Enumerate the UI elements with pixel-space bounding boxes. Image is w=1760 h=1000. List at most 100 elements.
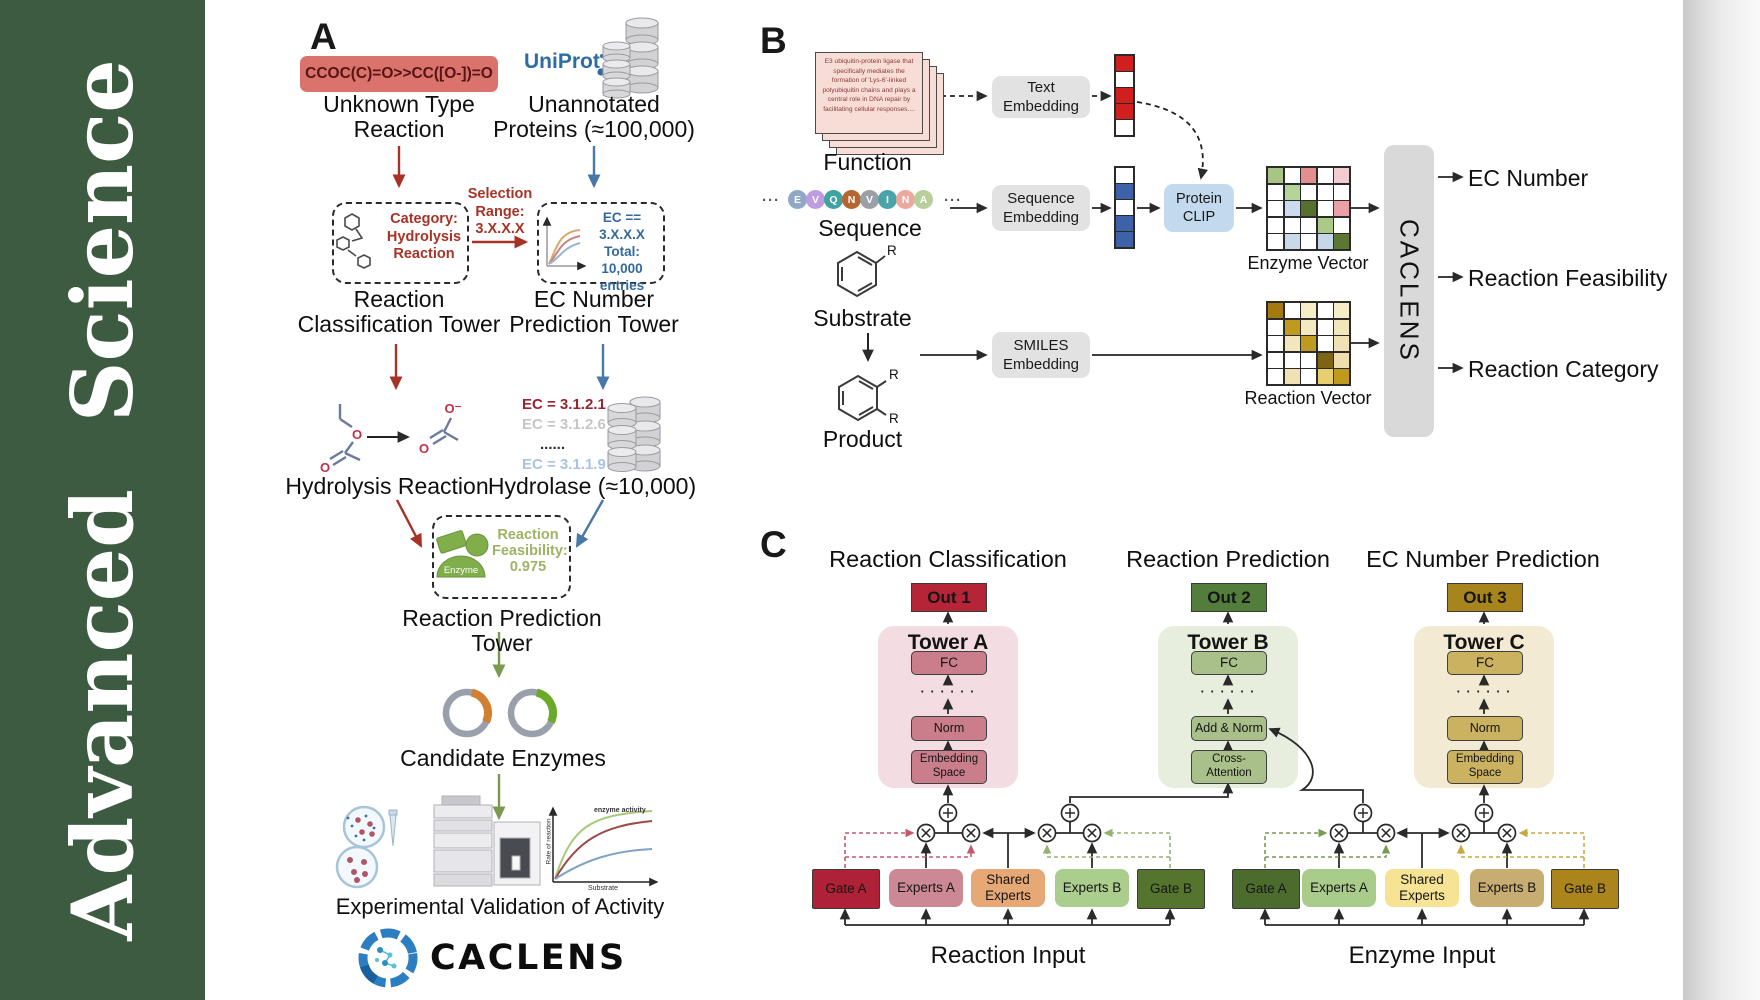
ec-selection-text: EC == 3.X.X.X Total: 10,000 entries	[584, 209, 660, 294]
residue-v-4: V	[860, 190, 879, 209]
caclens-model-label: CACLENS	[1394, 219, 1425, 363]
journal-title: Advanced Science	[53, 59, 152, 941]
journal-sidebar: Advanced Science	[0, 0, 205, 1000]
function-card-text: E3 ubiquitin-protein ligase that specifi…	[822, 58, 916, 113]
selection-line1: Selection	[467, 186, 533, 202]
residue-n-6: N	[896, 190, 915, 209]
tower-b-fc: FC	[1191, 651, 1267, 675]
ec-item-3: EC = 3.1.1.9	[522, 456, 606, 473]
category-line1: Category:	[390, 211, 458, 227]
ec-item-2: EC = 3.1.2.6	[522, 416, 606, 433]
product-r-group-bottom: R	[889, 411, 899, 426]
selection-line3: 3.X.X.X	[475, 221, 525, 237]
category-text: Category: Hydrolysis Reaction	[386, 211, 462, 264]
rc-tower-line2: Classification Tower	[297, 311, 501, 337]
out1-box: Out 1	[911, 583, 987, 612]
oxygen-label: O	[419, 441, 429, 456]
caclens-wordmark: CACLENS	[430, 938, 627, 978]
tower-c-bottom-line1: Embedding	[1455, 753, 1515, 765]
reaction-gate-a: Gate A	[812, 869, 880, 909]
reaction-vector-label: Reaction Vector	[1244, 388, 1372, 408]
smiles-embedding-box: SMILES Embedding	[992, 332, 1090, 378]
panel-b-label: B	[760, 20, 787, 61]
tower-b-bottom-line1: Cross-	[1212, 753, 1246, 765]
protein-clip-line1: Protein	[1176, 191, 1222, 207]
reaction-vector-grid	[1266, 301, 1351, 386]
ec-prediction-tower-label: EC Number Prediction Tower	[484, 287, 704, 337]
text-embedding-box: Text Embedding	[992, 76, 1090, 118]
selection-range-label: Selection Range: 3.X.X.X	[462, 186, 538, 239]
substrate-r-group: R	[887, 243, 897, 258]
enzyme-vector-grid	[1266, 166, 1351, 251]
gate-dashed-links	[844, 828, 1585, 868]
tower-c-title: Tower C	[1443, 631, 1525, 654]
product-r-group-top: R	[889, 367, 899, 382]
tower-c-fc: FC	[1447, 651, 1523, 675]
oxygen-label: O	[352, 427, 362, 442]
header-reaction-prediction: Reaction Prediction	[1126, 546, 1330, 572]
protein-clip-box: Protein CLIP	[1164, 184, 1234, 232]
function-label: Function	[823, 149, 912, 175]
feasibility-line3: 0.975	[509, 559, 547, 575]
sequence-ellipsis-left: ···	[762, 192, 780, 209]
reaction-prediction-tower-label: Reaction Prediction Tower	[402, 605, 602, 656]
output-reaction-category: Reaction Category	[1468, 356, 1659, 382]
tower-a-bottom-line2: Space	[932, 767, 966, 779]
substrate-axis-label: Substrate	[588, 885, 618, 892]
enzyme-experts-a: Experts A	[1302, 869, 1376, 907]
ec-box-line1: EC == 3.X.X.X	[599, 210, 645, 242]
tower-c-norm: Norm	[1447, 716, 1523, 741]
output-ec-number: EC Number	[1468, 165, 1589, 191]
tower-a-fc: FC	[911, 651, 987, 675]
ec-selection-box	[537, 202, 665, 284]
enzyme-gate-a: Gate A	[1232, 869, 1300, 909]
header-reaction-classification: Reaction Classification	[829, 546, 1067, 572]
sequence-embedding-box: Sequence Embedding	[992, 185, 1090, 231]
feasibility-line2: Feasibility:	[492, 543, 568, 559]
ec-item-1: EC = 3.1.2.1	[522, 396, 606, 413]
category-line2: Hydrolysis	[386, 228, 462, 245]
product-benzene-icon	[838, 374, 887, 422]
reaction-input-label: Reaction Input	[930, 942, 1086, 969]
enzyme-vector-label: Enzyme Vector	[1247, 253, 1369, 273]
out3-box: Out 3	[1447, 583, 1523, 612]
reaction-shared-experts: Shared Experts	[971, 869, 1045, 907]
rc-tower-line1: Reaction	[353, 286, 445, 312]
tower-c-embedding-space: Embedding Space	[1447, 750, 1523, 784]
tower-b-title: Tower B	[1187, 631, 1269, 654]
category-line3: Reaction	[393, 246, 455, 262]
output-reaction-feasibility: Reaction Feasibility	[1468, 265, 1668, 291]
header-ec-number-prediction: EC Number Prediction	[1366, 546, 1600, 572]
tower-a-embedding-space: Embedding Space	[911, 750, 987, 784]
microscopy-icon	[335, 805, 398, 889]
reaction-experts-a: Experts A	[889, 869, 963, 907]
text-embedding-vector	[1114, 54, 1135, 137]
plasmid-icons	[442, 687, 557, 738]
candidate-enzymes-label: Candidate Enzymes	[400, 745, 606, 771]
tower-a-bottom-line1: Embedding	[919, 753, 979, 765]
panel-a-label: A	[310, 16, 337, 57]
reaction-feasibility-box	[432, 515, 571, 599]
feasibility-text: Reaction Feasibility: 0.975	[492, 527, 568, 575]
hydrolase-database-icon	[607, 396, 661, 472]
caclens-model-box: CACLENS	[1384, 145, 1434, 437]
oxygen-minus-label: O⁻	[445, 401, 462, 416]
kinetics-plot	[548, 806, 659, 887]
panel-c-label: C	[760, 524, 787, 565]
text-embedding-line2: Embedding	[1003, 98, 1079, 115]
reaction-classification-tower-label: Reaction Classification Tower	[288, 287, 510, 337]
experimental-validation-label: Experimental Validation of Activity	[335, 894, 665, 919]
uniprot-dots-icon	[597, 49, 633, 80]
ec-item-ellipsis: ......	[540, 436, 566, 453]
selection-line2: Range:	[475, 203, 525, 220]
unannotated-proteins-label: Unannotated Proteins (≈100,000)	[478, 92, 710, 142]
function-card: E3 ubiquitin-protein ligase that specifi…	[815, 52, 923, 134]
text-embedding-line1: Text	[1027, 79, 1055, 96]
ec-number-list: EC = 3.1.2.1 EC = 3.1.2.6 ...... EC = 3.…	[522, 395, 606, 475]
tower-c-dots: · · · · · ·	[1456, 684, 1512, 699]
acetate-molecule	[429, 417, 459, 446]
tower-b-add-norm: Add & Norm	[1191, 716, 1267, 741]
reaction-gate-b: Gate B	[1137, 869, 1205, 909]
panel-b-arrows	[862, 90, 1464, 374]
